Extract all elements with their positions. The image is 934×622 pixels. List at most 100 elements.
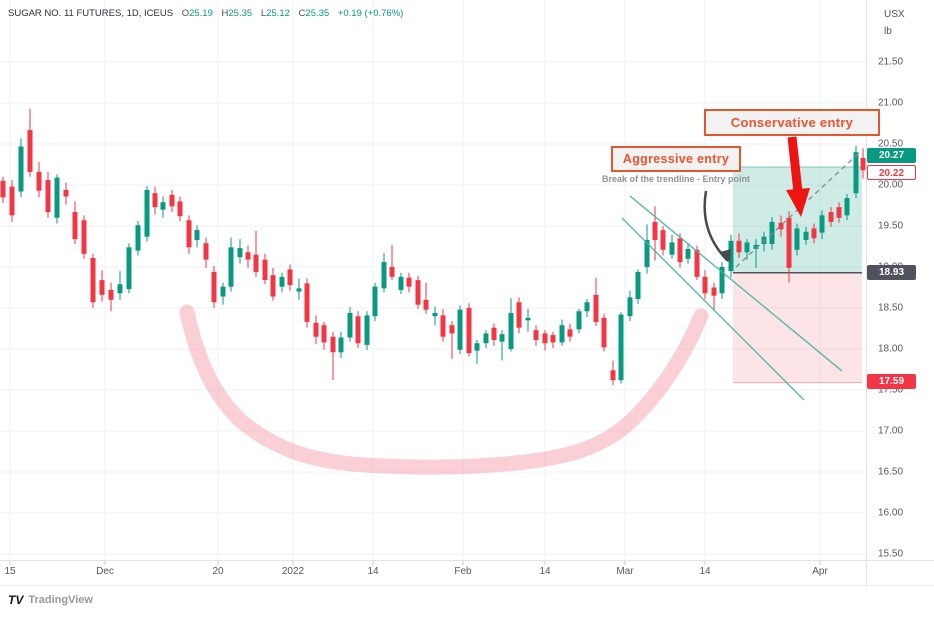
long-position-tool[interactable]: [733, 166, 862, 384]
candle-body: [559, 325, 565, 343]
high-value: 25.35: [228, 8, 253, 19]
candle-body: [508, 312, 514, 349]
candle-body: [853, 152, 859, 194]
candle-body: [652, 221, 658, 240]
candle-body: [355, 316, 361, 344]
price-tick-label: 15.50: [878, 548, 904, 560]
time-tick-label: 15: [4, 566, 16, 577]
candle-body: [803, 231, 809, 240]
candle-body: [828, 212, 834, 222]
candle-body: [794, 228, 800, 250]
candle-body: [169, 194, 175, 207]
candle-body: [627, 297, 633, 317]
candle-body: [423, 299, 429, 310]
time-tick-label: Dec: [96, 566, 114, 577]
candle-body: [660, 230, 666, 250]
candle-body: [610, 370, 616, 381]
candle-body: [576, 311, 582, 330]
time-tick-label: Feb: [454, 566, 472, 577]
conservative-entry-callout[interactable]: Conservative entry: [704, 109, 880, 136]
candle-body: [389, 267, 395, 277]
entry-point-arrow[interactable]: [703, 190, 731, 263]
entry-price-badge: 18.93: [867, 265, 916, 280]
candle-body: [398, 276, 404, 290]
conservative-entry-arrow[interactable]: [786, 136, 810, 217]
candle-body: [499, 334, 505, 342]
candle-body: [466, 308, 472, 354]
candle-body: [635, 271, 641, 299]
candle-body: [321, 325, 327, 343]
cup-pattern-drawing[interactable]: [179, 304, 709, 475]
descending-trendlines[interactable]: [621, 195, 843, 401]
candle-body: [593, 294, 599, 322]
price-tick-label: 17.00: [878, 425, 904, 437]
candle-body: [9, 186, 15, 216]
candle-body: [364, 315, 370, 345]
candle-body: [144, 189, 150, 237]
candle-body: [296, 288, 302, 292]
open-label: O: [181, 8, 190, 19]
price-tick-label: 20.00: [878, 179, 904, 191]
candle-body: [644, 239, 650, 267]
dashed-projection-line[interactable]: [735, 153, 859, 268]
candle-body: [601, 317, 607, 348]
time-tick-label: Apr: [812, 566, 828, 577]
price-tick-label: 18.50: [878, 302, 904, 314]
change-value: +0.19 (+0.76%): [337, 8, 404, 19]
candle-body: [135, 225, 141, 251]
low-label: L: [260, 8, 267, 19]
unit-measure: lb: [884, 26, 892, 37]
time-tick-label: 20: [212, 566, 224, 577]
candle-body: [525, 317, 531, 321]
candle-body: [45, 180, 51, 213]
candle-body: [18, 146, 24, 192]
candle-body: [753, 244, 759, 249]
candle-body: [270, 275, 276, 297]
candle-body: [287, 269, 293, 286]
candle-body: [533, 330, 539, 340]
candlesticks: [0, 108, 866, 386]
symbol-legend[interactable]: SUGAR NO. 11 FUTURES, 1D, ICEUS O25.19 H…: [8, 8, 403, 19]
candle-body: [63, 189, 69, 197]
candle-body: [126, 247, 132, 290]
candle-body: [406, 277, 412, 287]
candle-body: [108, 289, 114, 300]
trendline-break-note[interactable]: Break of the trendline - Entry point: [602, 174, 751, 184]
candle-body: [550, 335, 556, 343]
candle-body: [819, 215, 825, 233]
time-tick-label: 14: [539, 566, 551, 577]
candle-body: [516, 302, 522, 328]
candle-body: [338, 337, 344, 353]
candle-body: [117, 284, 123, 294]
price-tick-label: 19.50: [878, 220, 904, 232]
price-tick-label: 18.00: [878, 343, 904, 355]
candle-body: [474, 343, 480, 351]
candle-body: [542, 333, 548, 344]
time-tick-label: 14: [367, 566, 379, 577]
candle-body: [194, 230, 200, 240]
time-tick-label: Mar: [616, 566, 634, 577]
candle-body: [811, 228, 817, 239]
candle-body: [372, 286, 378, 317]
candle-body: [685, 248, 691, 259]
candle-body: [72, 212, 78, 240]
candle-body: [245, 252, 251, 260]
candle-body: [186, 220, 192, 248]
candle-body: [27, 130, 33, 172]
unit-currency: USX: [884, 9, 905, 20]
candle-body: [304, 283, 310, 322]
candle-body: [220, 286, 226, 297]
tradingview-brand-text: TradingView: [28, 594, 93, 606]
close-label: C: [298, 8, 306, 19]
candle-body: [152, 193, 158, 208]
aggressive-entry-callout[interactable]: Aggressive entry: [611, 146, 741, 172]
candle-body: [54, 177, 60, 218]
candle-body: [177, 201, 183, 217]
close-value: 25.35: [305, 8, 330, 19]
price-tick-label: 16.50: [878, 466, 904, 478]
candle-body: [736, 240, 742, 253]
tradingview-watermark[interactable]: TV TradingView: [8, 593, 93, 607]
symbol-title: SUGAR NO. 11 FUTURES, 1D, ICEUS: [8, 8, 174, 19]
